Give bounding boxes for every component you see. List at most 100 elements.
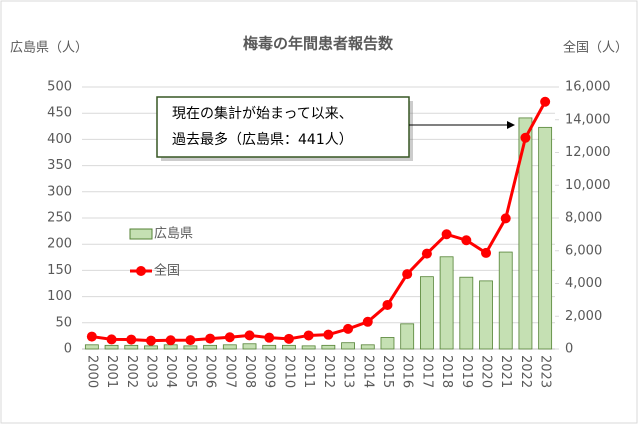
bar	[459, 276, 474, 350]
bar	[419, 276, 434, 350]
x-tick-label: 2015	[380, 355, 395, 388]
point	[126, 334, 137, 345]
x-tick-label: 2010	[281, 355, 296, 388]
bar	[439, 256, 454, 350]
annotation-box	[156, 96, 410, 158]
point	[500, 213, 511, 224]
y2-tick-label: 16,000	[565, 80, 611, 95]
y-tick-label: 400	[47, 132, 72, 147]
y-tick-label: 50	[55, 315, 72, 330]
point	[283, 333, 294, 344]
y-axis-label: 広島県（人）	[10, 41, 88, 56]
legend-label: 全国	[154, 263, 180, 279]
point	[165, 335, 176, 346]
y-tick-label: 350	[47, 158, 72, 173]
y2-tick-label: 2,000	[565, 309, 602, 324]
point	[106, 334, 117, 345]
annotation-line: 現在の集計が始まって以来、	[172, 105, 353, 122]
point	[224, 332, 235, 343]
legend-swatch	[136, 266, 146, 276]
x-tick-label: 2007	[222, 355, 237, 388]
y2-tick-label: 12,000	[565, 145, 611, 160]
x-tick-label: 2005	[183, 355, 198, 388]
bar	[144, 345, 158, 350]
bar	[341, 342, 355, 350]
chart-title: 梅毒の年間患者報告数	[243, 35, 394, 53]
bar	[479, 280, 493, 350]
x-tick-label: 2014	[360, 355, 375, 388]
bar	[301, 345, 316, 350]
point	[343, 323, 354, 334]
legend-label: 広島県	[154, 227, 193, 242]
annotation: 現在の集計が始まって以来、 過去最多（広島県：441人）	[156, 96, 515, 161]
point	[323, 329, 334, 340]
bar	[498, 251, 513, 350]
x-tick-label: 2013	[341, 355, 356, 388]
point	[303, 330, 314, 341]
point	[264, 332, 275, 343]
bar	[321, 344, 336, 350]
y2-tick-label: 10,000	[565, 178, 611, 193]
bar	[242, 343, 257, 350]
y-tick-label: 250	[47, 211, 72, 226]
point	[402, 269, 413, 280]
x-tick-label: 2019	[459, 355, 474, 388]
point	[362, 316, 373, 327]
annotation-line: 過去最多（広島県：441人）	[172, 131, 353, 148]
x-tick-label: 2009	[262, 355, 277, 388]
bar	[183, 345, 198, 350]
bar	[360, 344, 375, 350]
x-tick-label: 2016	[400, 355, 415, 388]
y2-tick-label: 8,000	[565, 211, 602, 226]
x-tick-label: 2017	[419, 355, 434, 388]
bar	[222, 344, 237, 350]
bar	[203, 344, 218, 350]
x-tick-label: 2003	[143, 355, 158, 388]
point	[461, 235, 472, 246]
x-tick-label: 2006	[203, 355, 218, 388]
point	[185, 335, 196, 346]
point	[244, 330, 255, 341]
point	[145, 335, 156, 346]
y-tick-label: 200	[47, 237, 72, 252]
x-tick-label: 2023	[538, 355, 553, 388]
x-tick-label: 2021	[498, 355, 513, 388]
bar	[518, 117, 533, 350]
y2-tick-label: 6,000	[565, 243, 602, 258]
y2-tick-label: 4,000	[565, 276, 602, 291]
y-tick-label: 0	[64, 342, 72, 357]
y2-axis-label: 全国（人）	[563, 40, 628, 56]
point	[481, 247, 492, 258]
bar	[262, 344, 277, 350]
x-tick-label: 2012	[321, 355, 336, 388]
x-tick-label: 2018	[439, 355, 454, 388]
y-tick-label: 150	[47, 263, 72, 278]
x-tick-label: 2020	[479, 355, 494, 388]
point	[540, 96, 551, 107]
bar	[282, 344, 296, 350]
bar	[84, 344, 99, 350]
y-tick-label: 100	[47, 289, 72, 304]
y-tick-label: 300	[47, 184, 72, 199]
y-tick-label: 450	[47, 106, 72, 121]
marks	[84, 96, 553, 350]
x-tick-label: 2000	[84, 355, 99, 388]
bar	[104, 344, 119, 350]
legend-swatch	[129, 228, 153, 240]
bar	[538, 126, 553, 350]
bar	[400, 323, 415, 350]
x-tick-label: 2002	[124, 355, 139, 388]
x-tick-label: 2011	[301, 355, 316, 388]
x-tick-label: 2001	[104, 355, 119, 388]
y2-tick-label: 14,000	[565, 112, 611, 127]
point	[520, 132, 531, 143]
x-tick-label: 2022	[518, 355, 533, 388]
x-tick-label: 2008	[242, 355, 257, 388]
x-tick-label: 2004	[163, 355, 178, 388]
bar	[163, 344, 178, 350]
y-tick-label: 500	[47, 80, 72, 95]
point	[421, 248, 432, 259]
bar	[380, 337, 395, 350]
point	[441, 229, 452, 240]
